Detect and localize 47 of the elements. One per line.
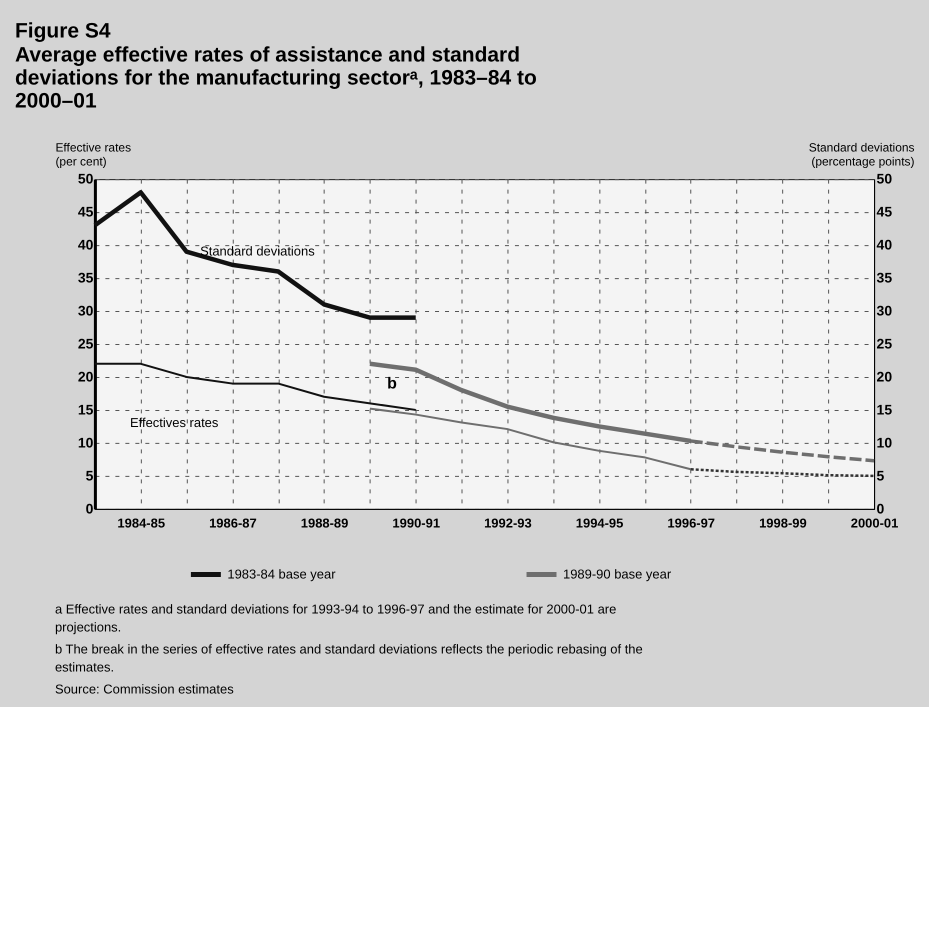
line-series	[368, 408, 692, 470]
x-tick-label: 1988-89	[300, 515, 348, 530]
y2-tick-label: 5	[876, 467, 885, 484]
y2-tick-label: 50	[876, 170, 892, 187]
chart-title: Figure S4	[14, 19, 111, 42]
y-tick-label: 5	[86, 467, 94, 484]
y2-tick-label: 35	[876, 270, 892, 286]
text: b The break in the series of effective rates and standard deviations reflects the periodic rebasing of the estimates.	[54, 642, 643, 675]
line-series	[92, 190, 418, 320]
line-series	[94, 362, 417, 411]
y2-tick-label: 30	[876, 302, 892, 319]
x-tick-label: 1986-87	[209, 515, 257, 530]
y2-tick-label: 15	[876, 401, 892, 418]
chart-subtitle: Average effective rates of assistance and standard deviations for the manufacturing sectorᵃ, 1983–84 to 2000–01	[14, 43, 537, 112]
annotation: b	[387, 376, 398, 393]
legend-label: 1989-90 base year	[562, 566, 672, 582]
legend-label: 1983-84 base year	[227, 566, 336, 582]
y2-tick-label: 0	[876, 500, 885, 516]
line-series	[689, 468, 876, 478]
y2-tick-label: 10	[876, 434, 892, 450]
x-tick-label: 1990-91	[392, 515, 440, 530]
source-note: Source: Commission estimates	[54, 682, 234, 697]
y-tick-label: 20	[78, 368, 94, 384]
y2-axis-title: Standard deviations (percentage points)	[808, 140, 915, 169]
x-tick-label: 2000-01	[850, 515, 898, 530]
x-tick-label: 1994-95	[576, 515, 624, 530]
y2-tick-label: 20	[876, 368, 892, 384]
y-tick-label: 0	[86, 500, 94, 516]
y-tick-label: 25	[78, 336, 94, 352]
y-axis-title: Effective rates (per cent)	[55, 140, 132, 169]
y-tick-label: 40	[78, 236, 94, 253]
x-tick-label: 1984-85	[117, 515, 166, 530]
y2-tick-label: 45	[876, 204, 892, 220]
annotation: Effectives rates	[130, 415, 219, 430]
x-tick-label: 1998-99	[759, 515, 807, 530]
y-tick-label: 15	[78, 401, 94, 418]
y2-tick-label: 25	[876, 336, 892, 352]
text: a Effective rates and standard deviations for 1993-94 to 1996-97 and the estimate for 2000-01 are projections.	[54, 602, 616, 635]
x-tick-label: 1992-93	[484, 515, 532, 530]
y-tick-label: 10	[78, 434, 94, 450]
y-tick-label: 50	[78, 170, 94, 187]
y-tick-label: 30	[78, 302, 94, 319]
y-tick-label: 35	[78, 270, 94, 286]
y2-tick-label: 40	[876, 236, 892, 253]
y-tick-label: 45	[78, 204, 94, 220]
x-tick-label: 1996-97	[667, 515, 716, 530]
annotation: Standard deviations	[200, 244, 316, 259]
